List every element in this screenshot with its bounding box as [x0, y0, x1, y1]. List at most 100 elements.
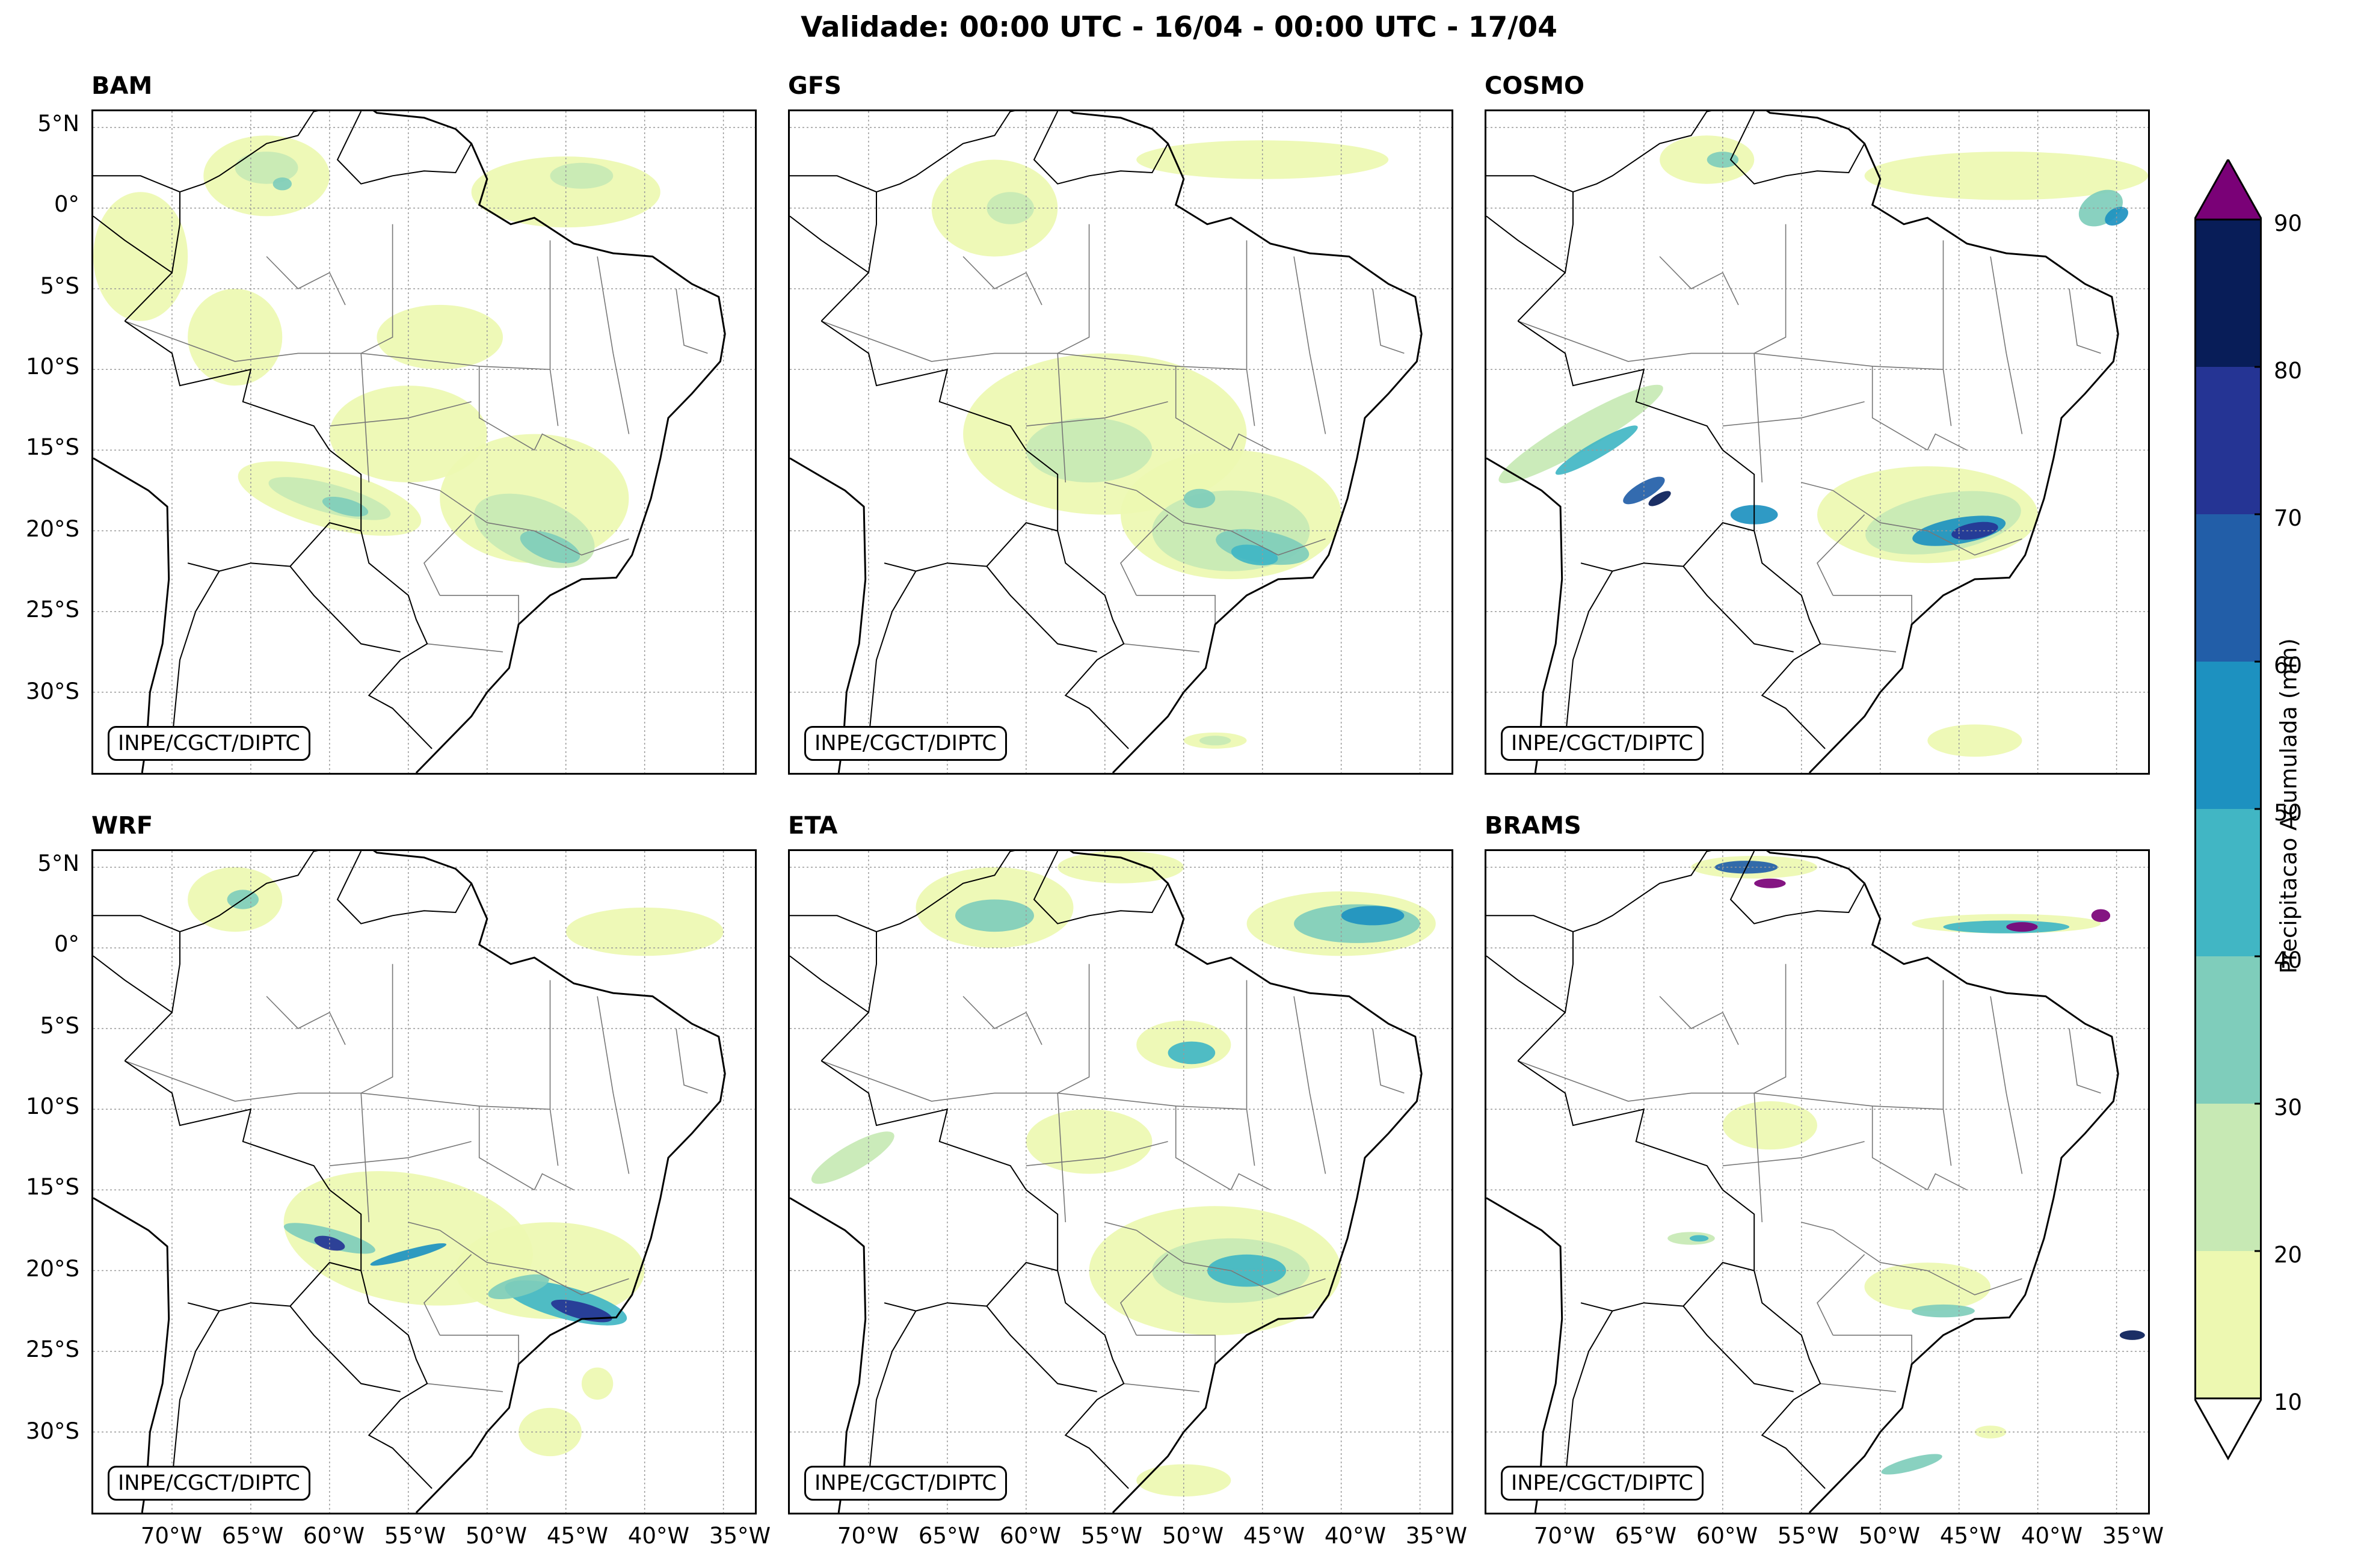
state-border	[1372, 288, 1405, 354]
state-border	[1871, 366, 1928, 451]
state-border	[423, 1254, 472, 1336]
rain-area	[1927, 724, 2022, 757]
credit-label: INPE/CGCT/DIPTC	[804, 1466, 1007, 1501]
country-borders	[1486, 851, 1865, 1489]
country-border	[124, 272, 173, 322]
state-border	[1293, 996, 1326, 1174]
coastline-east	[1707, 111, 2119, 773]
country-border	[1486, 851, 1708, 1014]
state-border	[1057, 353, 1067, 483]
rain-layer	[931, 140, 1389, 749]
state-border	[1057, 964, 1090, 1094]
lon-label: 65°W	[918, 1523, 980, 1549]
lon-label: 40°W	[1324, 1523, 1387, 1549]
rain-area	[1707, 152, 1739, 168]
state-border	[360, 353, 370, 483]
state-border	[1136, 1335, 1216, 1368]
rain-area	[955, 899, 1034, 932]
country-border	[1486, 175, 1574, 193]
map-panel-cosmo: INPE/CGCT/DIPTC	[1485, 109, 2150, 775]
lon-label: 40°W	[2021, 1523, 2083, 1549]
state-border	[408, 1222, 440, 1231]
country-border	[1565, 1311, 1613, 1481]
state-border	[1927, 1173, 1968, 1191]
state-border	[597, 996, 630, 1174]
colorbar-tick: 20	[2274, 1242, 2303, 1268]
rain-area	[1951, 521, 1998, 540]
state-border	[1230, 1173, 1271, 1191]
state-border	[962, 256, 1042, 306]
state-border	[1175, 1105, 1231, 1191]
state-borders	[125, 224, 708, 653]
map-eta	[790, 851, 1451, 1513]
lat-label: 15°S	[25, 1174, 79, 1200]
lon-label: 60°W	[999, 1523, 1062, 1549]
credit-label: INPE/CGCT/DIPTC	[108, 1466, 310, 1501]
state-border	[2069, 1028, 2101, 1094]
country-border	[93, 915, 180, 933]
rain-area	[1231, 544, 1278, 566]
colorbar-segment	[2194, 367, 2262, 514]
colorbar-tick: 80	[2274, 358, 2303, 384]
state-border	[1817, 514, 1865, 596]
country-border	[1682, 1305, 1794, 1392]
rain-area	[93, 192, 188, 321]
country-border	[790, 111, 1011, 274]
map-wrf	[93, 851, 755, 1513]
rain-area	[2119, 1330, 2145, 1340]
state-border	[440, 595, 519, 628]
lat-label: 30°S	[25, 678, 79, 704]
colorbar-tick: 90	[2274, 211, 2303, 236]
state-border	[1026, 401, 1168, 426]
country-border	[336, 851, 472, 924]
state-border	[1104, 482, 1137, 491]
lon-label: 70°W	[140, 1523, 203, 1549]
country-border	[790, 851, 1011, 1014]
country-border	[124, 1060, 433, 1489]
state-border	[360, 224, 393, 354]
state-border	[1120, 514, 1169, 596]
country-border	[93, 851, 315, 1014]
colorbar-tick: 60	[2274, 653, 2303, 678]
country-border	[289, 565, 401, 653]
state-border	[1832, 1229, 2022, 1296]
state-border	[1832, 490, 2022, 556]
state-border	[1833, 1335, 1912, 1368]
rain-area	[1057, 851, 1184, 884]
country-border	[1486, 111, 1708, 274]
state-border	[1136, 490, 1326, 556]
state-border	[1942, 240, 1952, 426]
rain-area	[2105, 206, 2128, 226]
lon-label: 50°W	[1858, 1523, 1921, 1549]
state-border	[1990, 256, 2023, 434]
country-border	[884, 521, 1058, 572]
colorbar-label: Precipitacao Acumulada (mm)	[2276, 638, 2302, 974]
country-borders	[93, 111, 472, 749]
lon-label: 55°W	[1777, 1523, 1839, 1549]
country-border	[187, 521, 362, 572]
country-border	[1033, 111, 1169, 185]
state-border	[423, 514, 472, 596]
country-border	[1033, 851, 1169, 924]
lon-label: 45°W	[546, 1523, 609, 1549]
lat-label: 10°S	[25, 1093, 79, 1119]
colorbar-segment	[2194, 1104, 2262, 1251]
country-border	[790, 175, 877, 193]
state-border	[125, 1060, 550, 1110]
credit-label: INPE/CGCT/DIPTC	[108, 726, 310, 761]
rain-area	[1648, 491, 1671, 506]
state-border	[1833, 595, 1912, 628]
state-border	[1057, 1093, 1067, 1223]
state-border	[408, 482, 440, 491]
state-border	[1927, 433, 1968, 451]
state-borders	[125, 964, 708, 1392]
rain-area	[1026, 1109, 1153, 1174]
country-border	[986, 565, 1097, 653]
rain-area	[1864, 152, 2148, 200]
coastline-east	[1707, 851, 2119, 1513]
state-border	[1722, 1141, 1865, 1166]
state-border	[1753, 964, 1787, 1094]
country-border	[884, 1261, 1058, 1312]
state-border	[534, 1173, 574, 1191]
colorbar-segment	[2194, 809, 2262, 956]
